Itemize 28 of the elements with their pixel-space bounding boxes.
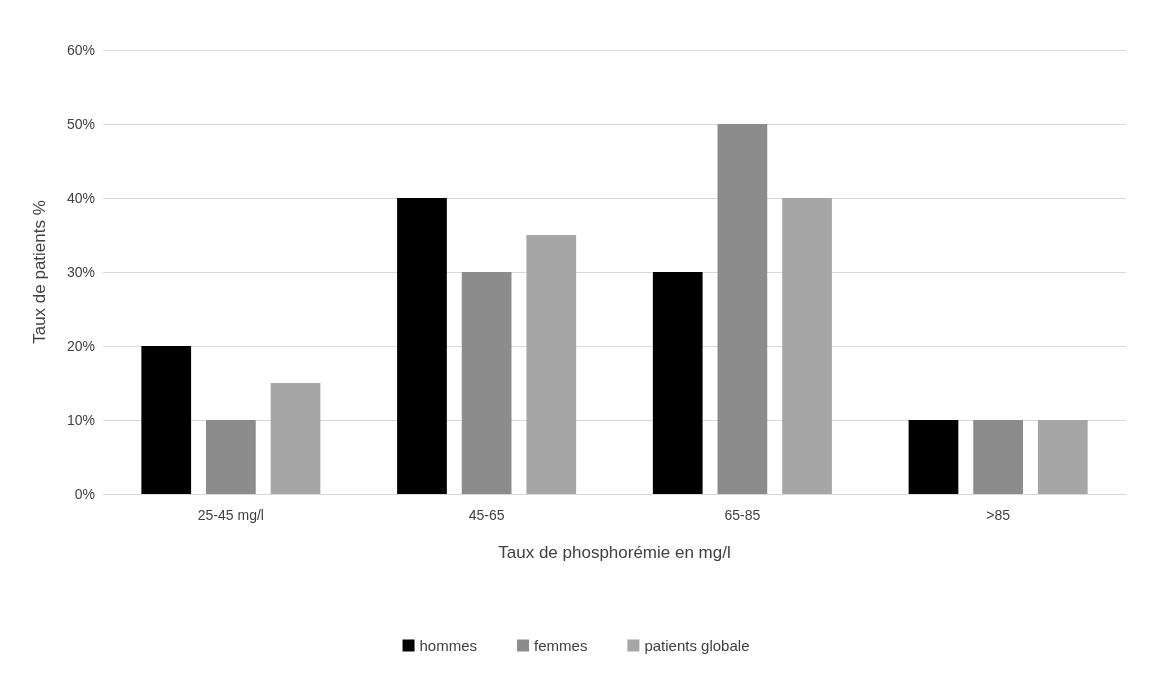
bar xyxy=(908,420,959,494)
bar xyxy=(270,383,321,494)
y-tick-label: 40% xyxy=(66,190,95,206)
bar xyxy=(206,420,256,494)
x-tick-label: >85 xyxy=(986,507,1011,523)
legend-label: femmes xyxy=(534,637,588,654)
bar xyxy=(782,198,832,494)
bar xyxy=(717,124,768,494)
y-tick-label: 30% xyxy=(66,264,95,280)
y-tick-label: 60% xyxy=(66,42,95,58)
x-tick-label: 25-45 mg/l xyxy=(197,507,264,523)
bar xyxy=(397,198,447,494)
legend-label: hommes xyxy=(419,637,478,654)
y-tick-label: 10% xyxy=(66,412,95,428)
bar xyxy=(141,346,192,494)
bar xyxy=(973,420,1023,494)
bar xyxy=(461,272,512,494)
bar xyxy=(1037,420,1088,494)
bar xyxy=(652,272,703,494)
legend-label: patients globale xyxy=(644,637,750,654)
x-tick-label: 45-65 xyxy=(468,507,505,523)
y-axis-title: Taux de patients % xyxy=(30,200,49,344)
x-tick-label: 65-85 xyxy=(724,507,761,523)
bar xyxy=(526,235,577,494)
x-axis-title: Taux de phosphorémie en mg/l xyxy=(498,543,731,562)
y-tick-label: 20% xyxy=(66,338,95,354)
y-tick-label: 0% xyxy=(74,486,95,502)
y-tick-label: 50% xyxy=(66,116,95,132)
